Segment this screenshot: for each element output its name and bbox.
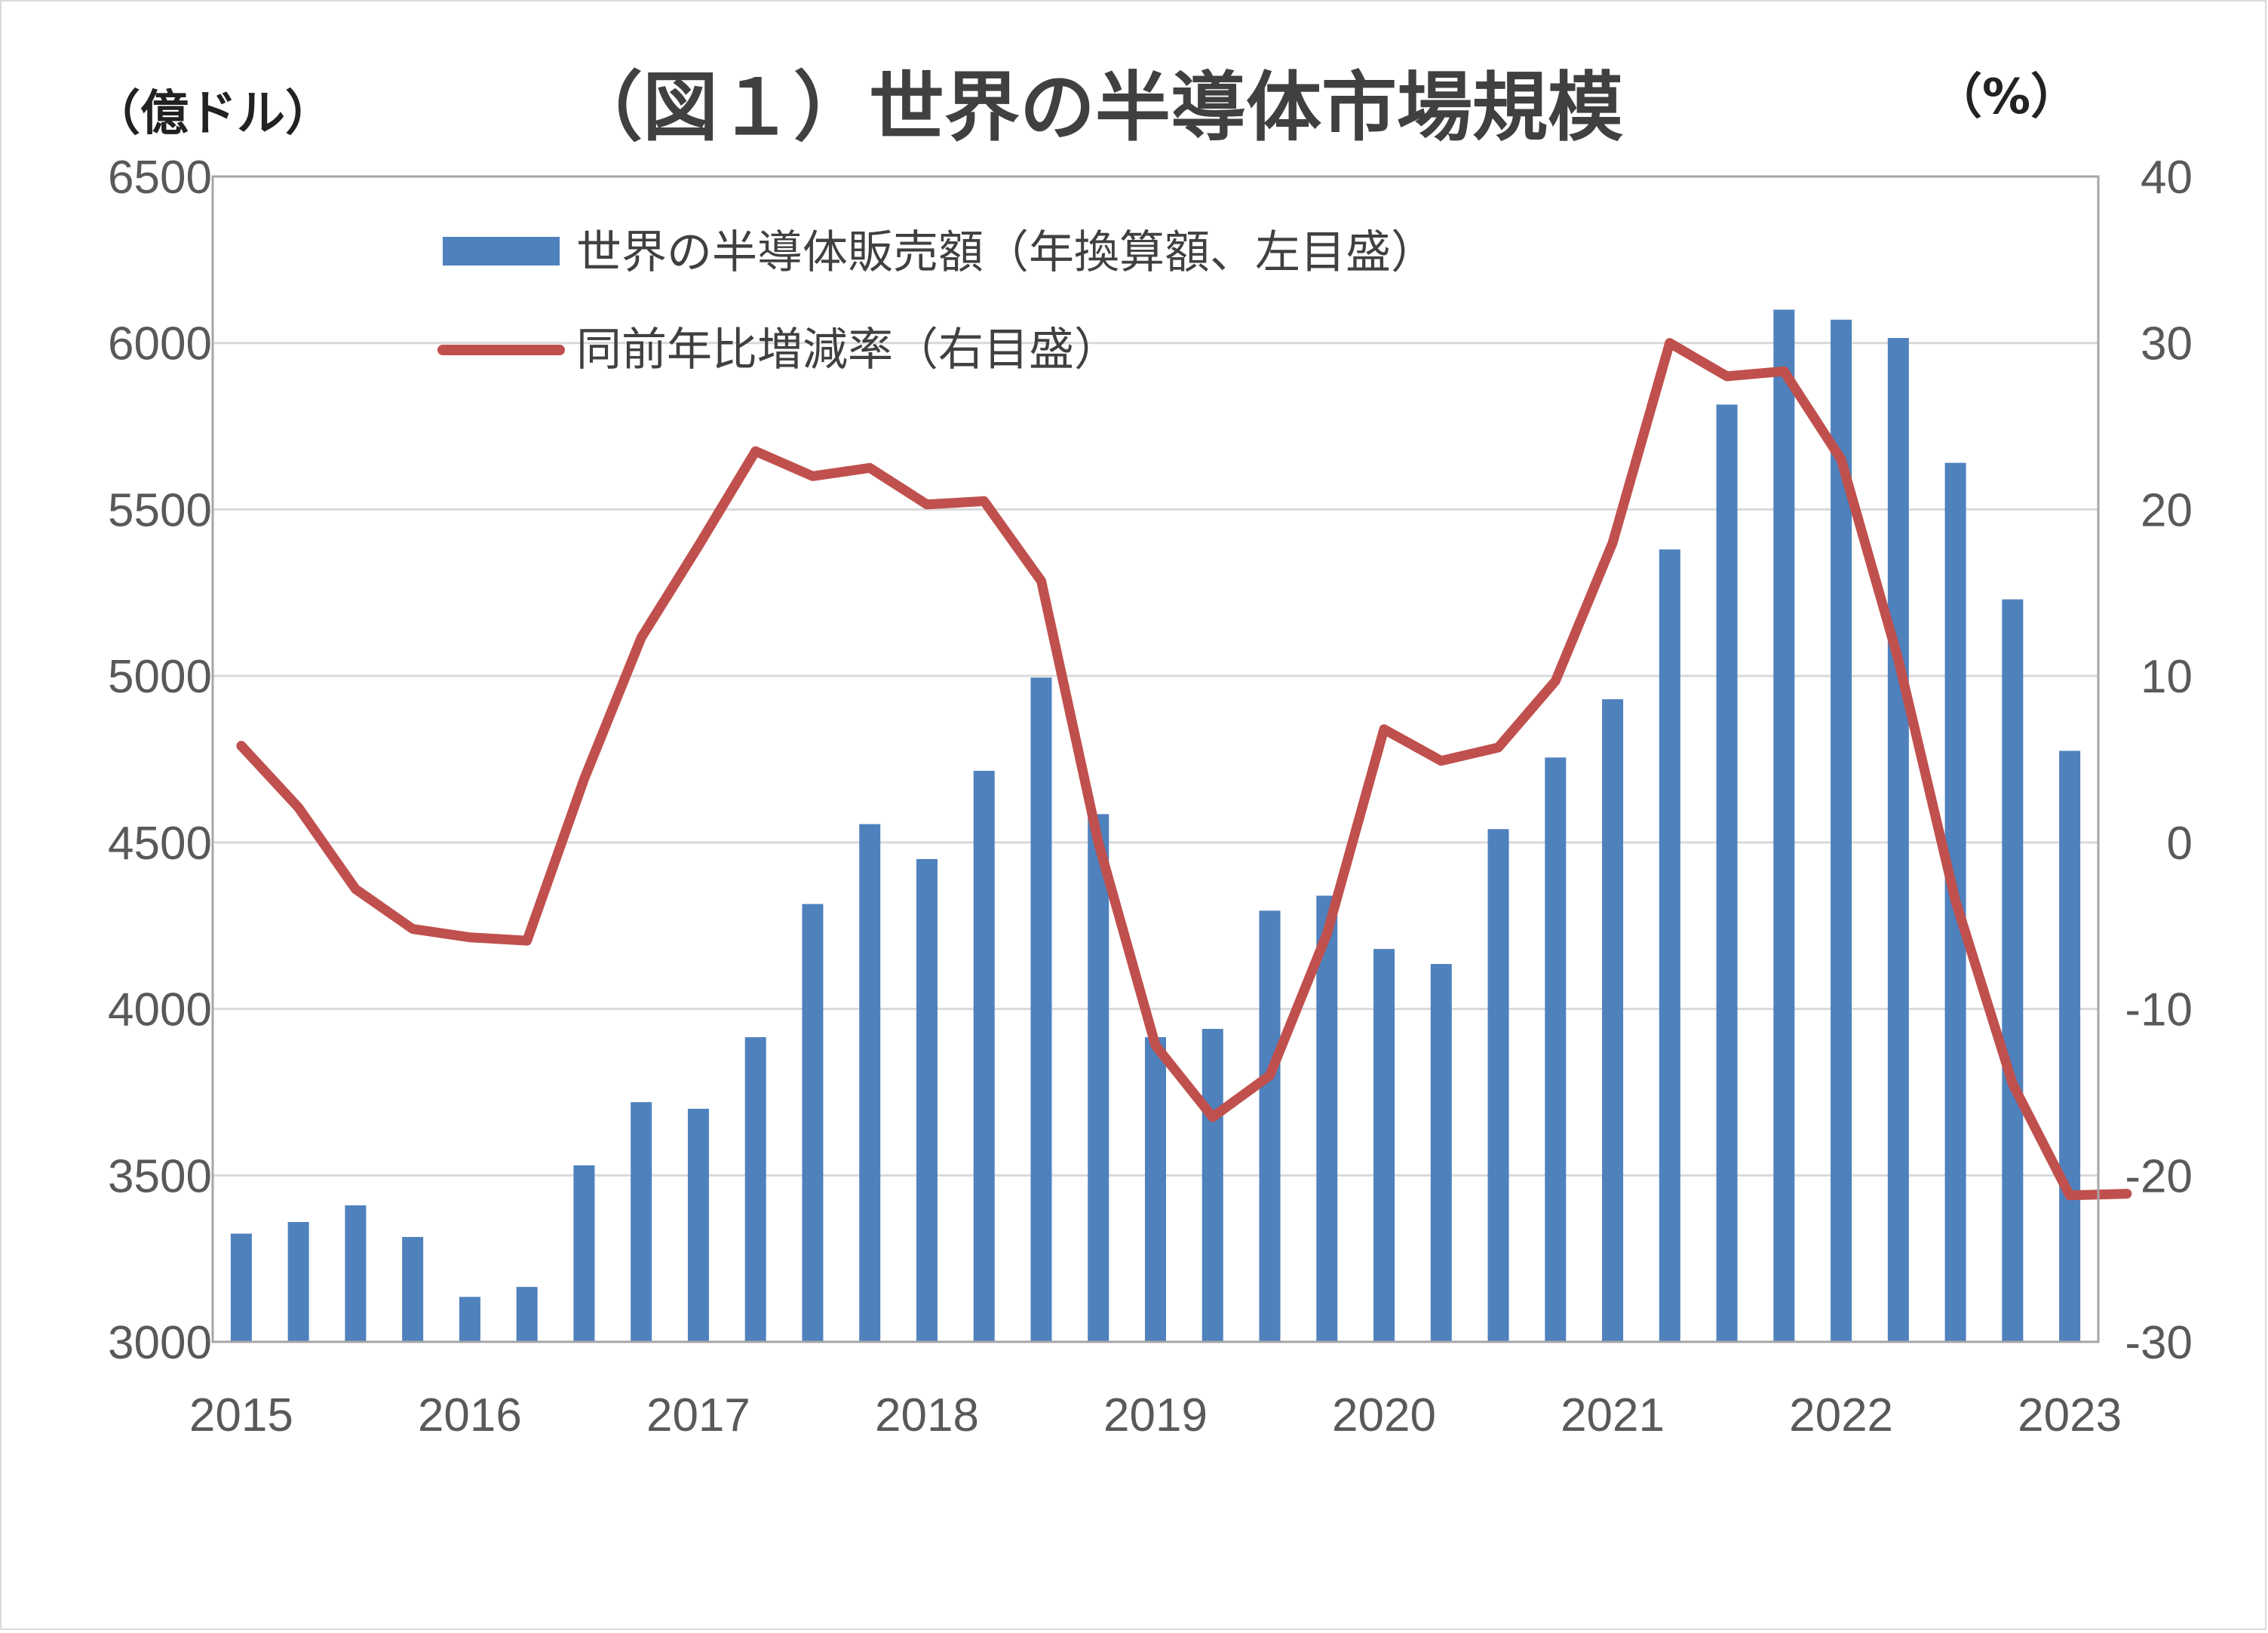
bar <box>1659 549 1680 1342</box>
left-tick-label: 6000 <box>108 318 212 370</box>
bar <box>2002 599 2024 1342</box>
x-tick-label: 2022 <box>1789 1389 1893 1441</box>
legend-bar-label: 世界の半導体販売額（年換算額、左目盛） <box>576 226 1436 279</box>
right-tick-label: -30 <box>2125 1317 2193 1369</box>
x-tick-label: 2015 <box>189 1389 293 1441</box>
bar <box>1602 699 1624 1342</box>
x-axis-ticks: 2015 2016 2017 2018 2019 2020 2021 2022 2023 <box>189 1389 2122 1441</box>
left-axis-ticks: 3000 3500 4000 4500 5000 5500 6000 6500 <box>108 152 212 1369</box>
right-tick-label: 20 <box>2141 484 2193 536</box>
bar <box>973 770 995 1342</box>
series-line <box>236 338 2132 1201</box>
bar <box>1773 309 1795 1343</box>
bar <box>1145 1037 1166 1342</box>
bar <box>916 858 938 1342</box>
left-tick-label: 4000 <box>108 984 212 1036</box>
legend-bar-swatch <box>443 237 560 266</box>
bar <box>1887 338 1909 1342</box>
bar <box>1487 829 1509 1342</box>
bar <box>1259 910 1281 1342</box>
bar <box>1088 814 1109 1342</box>
bar <box>230 1233 252 1342</box>
x-tick-label: 2020 <box>1332 1389 1436 1441</box>
x-tick-label: 2021 <box>1561 1389 1665 1441</box>
bar <box>345 1205 367 1342</box>
left-tick-label: 6500 <box>108 152 212 204</box>
bar <box>1716 404 1738 1342</box>
bar <box>287 1222 309 1342</box>
bar <box>859 824 881 1342</box>
bar <box>573 1165 595 1342</box>
right-tick-label: 40 <box>2141 152 2193 204</box>
left-axis-unit-label: （億ドル） <box>92 86 333 142</box>
bar <box>1316 895 1338 1342</box>
bar <box>631 1102 652 1342</box>
left-tick-label: 5500 <box>108 484 212 536</box>
x-tick-label: 2019 <box>1103 1389 1208 1441</box>
bar <box>402 1236 424 1342</box>
left-tick-label: 4500 <box>108 818 212 870</box>
bar <box>1545 757 1567 1342</box>
line-series <box>236 338 2132 1201</box>
right-axis-ticks: -30 -20 -10 0 10 20 30 40 <box>2125 152 2193 1369</box>
bar <box>1430 963 1452 1342</box>
right-tick-label: 30 <box>2141 318 2193 370</box>
bar <box>802 904 824 1342</box>
x-tick-label: 2018 <box>875 1389 979 1441</box>
left-tick-label: 3500 <box>108 1150 212 1202</box>
bar <box>687 1109 709 1342</box>
right-tick-label: 10 <box>2141 651 2193 703</box>
bar-series <box>230 309 2081 1343</box>
chart-title: （図１）世界の半導体市場規模 <box>567 63 1623 152</box>
bar <box>2059 751 2081 1342</box>
legend: 世界の半導体販売額（年換算額、左目盛） 同前年比増減率（右目盛） <box>437 226 1436 376</box>
x-tick-label: 2017 <box>646 1389 750 1441</box>
plot-area-border <box>211 175 2100 1343</box>
bar <box>1373 949 1395 1342</box>
bar <box>744 1037 766 1342</box>
bar <box>1030 677 1052 1342</box>
left-tick-label: 3000 <box>108 1317 212 1369</box>
left-tick-label: 5000 <box>108 651 212 703</box>
right-tick-label: -10 <box>2125 984 2193 1036</box>
right-tick-label: 0 <box>2167 818 2193 870</box>
bar <box>459 1297 480 1342</box>
x-tick-label: 2016 <box>418 1389 522 1441</box>
right-axis-unit-label: （%） <box>1934 69 2079 125</box>
right-tick-label: -20 <box>2125 1150 2193 1202</box>
bar <box>1202 1029 1223 1342</box>
legend-line-label: 同前年比増減率（右目盛） <box>576 324 1119 376</box>
bar <box>516 1287 538 1342</box>
x-tick-label: 2023 <box>2018 1389 2122 1441</box>
